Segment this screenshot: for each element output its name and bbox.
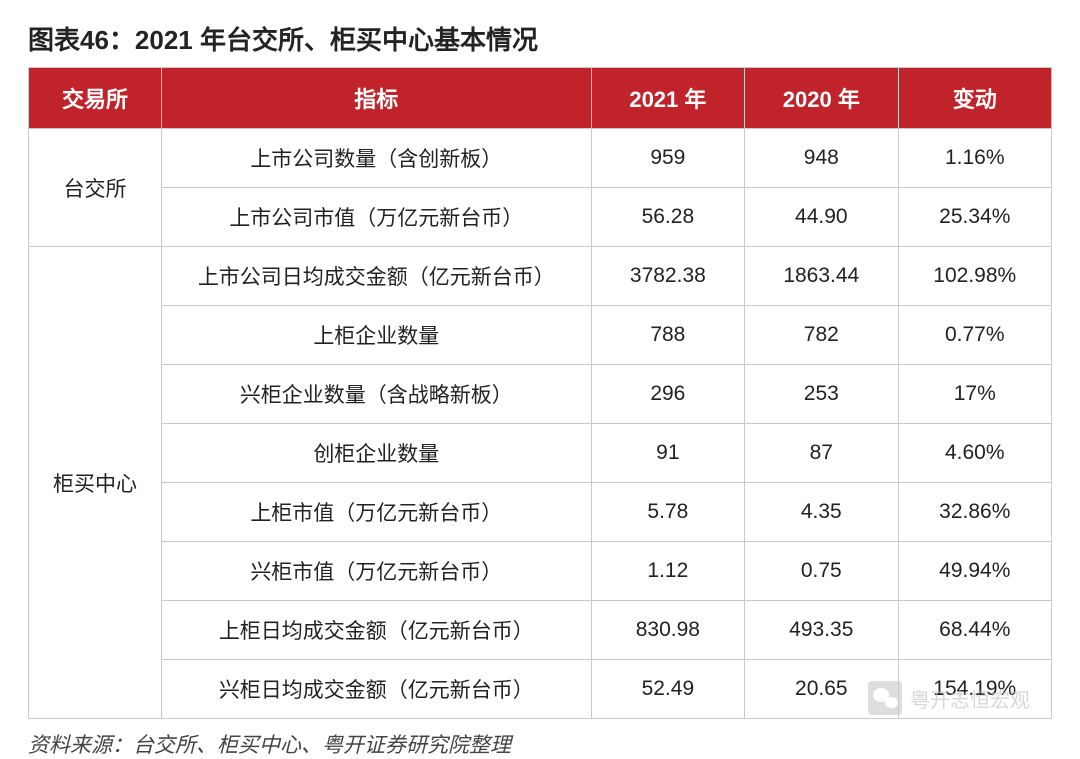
value-2021-cell: 1.12 (591, 542, 744, 601)
watermark: 粤开志恒宏观 (868, 681, 1030, 715)
chart-title: 图表46：2021 年台交所、柜买中心基本情况 (28, 20, 1052, 57)
value-2021-cell: 56.28 (591, 188, 744, 247)
change-cell: 4.60% (898, 424, 1051, 483)
value-2021-cell: 788 (591, 306, 744, 365)
change-cell: 102.98% (898, 247, 1051, 306)
source-note: 资料来源：台交所、柜买中心、粤开证券研究院整理 (28, 729, 1052, 759)
table-row: 柜买中心 上市公司日均成交金额（亿元新台币） 3782.38 1863.44 1… (29, 247, 1052, 306)
indicator-cell: 兴柜市值（万亿元新台币） (161, 542, 591, 601)
change-cell: 0.77% (898, 306, 1051, 365)
value-2020-cell: 4.35 (745, 483, 898, 542)
value-2020-cell: 0.75 (745, 542, 898, 601)
value-2020-cell: 87 (745, 424, 898, 483)
value-2020-cell: 44.90 (745, 188, 898, 247)
value-2021-cell: 3782.38 (591, 247, 744, 306)
value-2020-cell: 1863.44 (745, 247, 898, 306)
col-header-change: 变动 (898, 68, 1051, 129)
table-row: 创柜企业数量 91 87 4.60% (29, 424, 1052, 483)
table-row: 台交所 上市公司数量（含创新板） 959 948 1.16% (29, 129, 1052, 188)
exchange-cell: 柜买中心 (29, 247, 162, 719)
value-2021-cell: 52.49 (591, 660, 744, 719)
indicator-cell: 上市公司市值（万亿元新台币） (161, 188, 591, 247)
value-2020-cell: 493.35 (745, 601, 898, 660)
col-header-2021: 2021 年 (591, 68, 744, 129)
value-2021-cell: 296 (591, 365, 744, 424)
col-header-2020: 2020 年 (745, 68, 898, 129)
table-row: 兴柜市值（万亿元新台币） 1.12 0.75 49.94% (29, 542, 1052, 601)
table-header-row: 交易所 指标 2021 年 2020 年 变动 (29, 68, 1052, 129)
value-2021-cell: 91 (591, 424, 744, 483)
indicator-cell: 创柜企业数量 (161, 424, 591, 483)
exchange-cell: 台交所 (29, 129, 162, 247)
value-2020-cell: 253 (745, 365, 898, 424)
indicator-cell: 兴柜日均成交金额（亿元新台币） (161, 660, 591, 719)
change-cell: 32.86% (898, 483, 1051, 542)
indicator-cell: 上市公司数量（含创新板） (161, 129, 591, 188)
table-row: 上市公司市值（万亿元新台币） 56.28 44.90 25.34% (29, 188, 1052, 247)
change-cell: 1.16% (898, 129, 1051, 188)
watermark-text: 粤开志恒宏观 (910, 684, 1030, 713)
change-cell: 25.34% (898, 188, 1051, 247)
col-header-exchange: 交易所 (29, 68, 162, 129)
table-row: 上柜日均成交金额（亿元新台币） 830.98 493.35 68.44% (29, 601, 1052, 660)
indicator-cell: 兴柜企业数量（含战略新板） (161, 365, 591, 424)
value-2021-cell: 5.78 (591, 483, 744, 542)
table-row: 上柜企业数量 788 782 0.77% (29, 306, 1052, 365)
indicator-cell: 上柜日均成交金额（亿元新台币） (161, 601, 591, 660)
table-row: 上柜市值（万亿元新台币） 5.78 4.35 32.86% (29, 483, 1052, 542)
change-cell: 17% (898, 365, 1051, 424)
data-table: 交易所 指标 2021 年 2020 年 变动 台交所 上市公司数量（含创新板）… (28, 67, 1052, 719)
table-row: 兴柜企业数量（含战略新板） 296 253 17% (29, 365, 1052, 424)
indicator-cell: 上市公司日均成交金额（亿元新台币） (161, 247, 591, 306)
value-2021-cell: 959 (591, 129, 744, 188)
col-header-indicator: 指标 (161, 68, 591, 129)
indicator-cell: 上柜企业数量 (161, 306, 591, 365)
change-cell: 68.44% (898, 601, 1051, 660)
change-cell: 49.94% (898, 542, 1051, 601)
value-2021-cell: 830.98 (591, 601, 744, 660)
value-2020-cell: 782 (745, 306, 898, 365)
wechat-icon (868, 681, 902, 715)
value-2020-cell: 948 (745, 129, 898, 188)
indicator-cell: 上柜市值（万亿元新台币） (161, 483, 591, 542)
